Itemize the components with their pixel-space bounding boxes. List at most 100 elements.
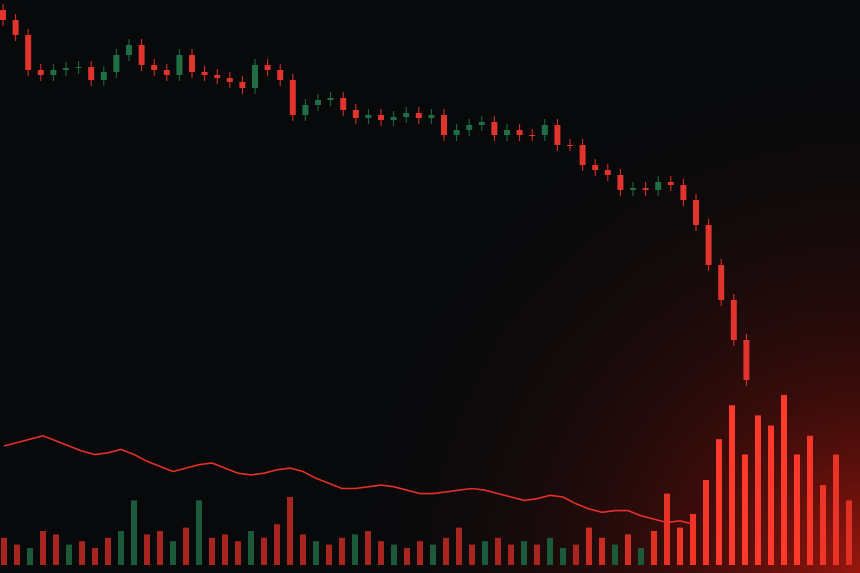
candle-body xyxy=(617,175,624,190)
volume-bar xyxy=(40,531,46,565)
candle-body xyxy=(352,110,359,118)
candle-body xyxy=(680,185,687,200)
candle-body xyxy=(126,45,132,55)
volume-bar xyxy=(599,537,605,565)
volume-bar xyxy=(430,544,436,565)
volume-bar xyxy=(651,531,657,565)
volume-bar xyxy=(703,480,709,565)
candle-body xyxy=(37,70,44,75)
candle-body xyxy=(12,20,19,35)
candle-body xyxy=(730,300,737,340)
volume-bar xyxy=(456,527,462,565)
volume-bar xyxy=(755,415,761,565)
candle-body xyxy=(604,170,611,175)
volume-bar xyxy=(638,548,644,565)
candle-body xyxy=(667,182,674,185)
volume-bar xyxy=(833,454,839,565)
candle-body xyxy=(592,165,599,170)
candle-body xyxy=(340,98,347,110)
volume-bar xyxy=(404,548,410,565)
candle-body xyxy=(378,115,384,120)
volume-bar xyxy=(222,534,228,565)
volume-bar xyxy=(534,544,540,565)
volume-bar xyxy=(144,534,150,565)
volume-bar xyxy=(378,541,384,565)
candle-body xyxy=(75,67,82,68)
candle-body xyxy=(226,78,233,82)
candle-body xyxy=(630,188,636,190)
candle-body xyxy=(718,265,725,300)
volume-bar xyxy=(235,541,241,565)
candle-body xyxy=(516,130,523,135)
candle-body xyxy=(63,68,69,70)
volume-bar xyxy=(716,439,722,565)
candle-body xyxy=(113,55,120,72)
average-line xyxy=(3,434,694,525)
volume-bar xyxy=(209,537,215,565)
candle-body xyxy=(567,145,573,146)
volume-bar xyxy=(365,531,371,565)
volume-bar xyxy=(391,544,397,565)
volume-bar xyxy=(300,534,306,565)
candle-body xyxy=(642,188,649,190)
volume-bar xyxy=(586,527,592,565)
volume-bar xyxy=(53,534,59,565)
candle-body xyxy=(529,135,536,136)
candle-body xyxy=(365,115,372,118)
candle-body xyxy=(239,82,246,88)
candle-body xyxy=(88,67,95,80)
candle-body xyxy=(390,117,397,120)
candle-body xyxy=(100,72,107,80)
volume-bar xyxy=(469,544,475,565)
candle-body xyxy=(151,65,158,70)
candle-body xyxy=(189,55,195,72)
volume-bar xyxy=(313,541,319,565)
candle-body xyxy=(264,65,271,70)
volume-bar xyxy=(508,544,514,565)
volume-bar xyxy=(79,541,85,565)
volume-bar xyxy=(105,537,111,565)
volume-bar xyxy=(157,531,163,565)
volume-bar xyxy=(807,435,813,565)
volume-bar xyxy=(118,531,124,565)
candle-body xyxy=(415,113,422,118)
volume-bar xyxy=(677,527,683,565)
candle-body xyxy=(693,200,699,225)
candle-body xyxy=(289,80,296,115)
candle-body xyxy=(428,115,435,118)
volume-bar xyxy=(14,544,20,565)
volume-bar xyxy=(443,537,449,565)
volume-bar xyxy=(547,537,553,565)
volume-bar xyxy=(495,537,501,565)
candle-body xyxy=(315,100,321,105)
volume-bar xyxy=(66,544,72,565)
volume-bar xyxy=(521,541,527,565)
volume-bar xyxy=(690,514,696,565)
candle-body xyxy=(705,225,712,265)
volume-bar xyxy=(768,425,774,565)
candle-body xyxy=(176,55,183,75)
candle-body xyxy=(579,145,586,165)
candle-body xyxy=(50,70,57,75)
volume-bar xyxy=(196,500,202,565)
volume-bar xyxy=(612,544,618,565)
candle-body xyxy=(453,130,460,135)
volume-bar xyxy=(573,544,579,565)
volume-bar xyxy=(261,537,267,565)
candle-body xyxy=(504,130,510,135)
volume-bar xyxy=(781,395,787,565)
volume-bar xyxy=(664,493,670,565)
volume-bar xyxy=(482,541,488,565)
volume-bar xyxy=(846,500,852,565)
candle-body xyxy=(491,122,498,135)
candle-body xyxy=(25,35,32,70)
candle-body xyxy=(655,182,662,190)
volume-bar xyxy=(820,485,826,565)
volume-bar xyxy=(131,500,137,565)
candle-body xyxy=(403,113,410,117)
candle-body xyxy=(302,105,309,115)
candle-body xyxy=(541,125,548,135)
volume-bar xyxy=(625,534,631,565)
volume-bar xyxy=(274,524,280,565)
